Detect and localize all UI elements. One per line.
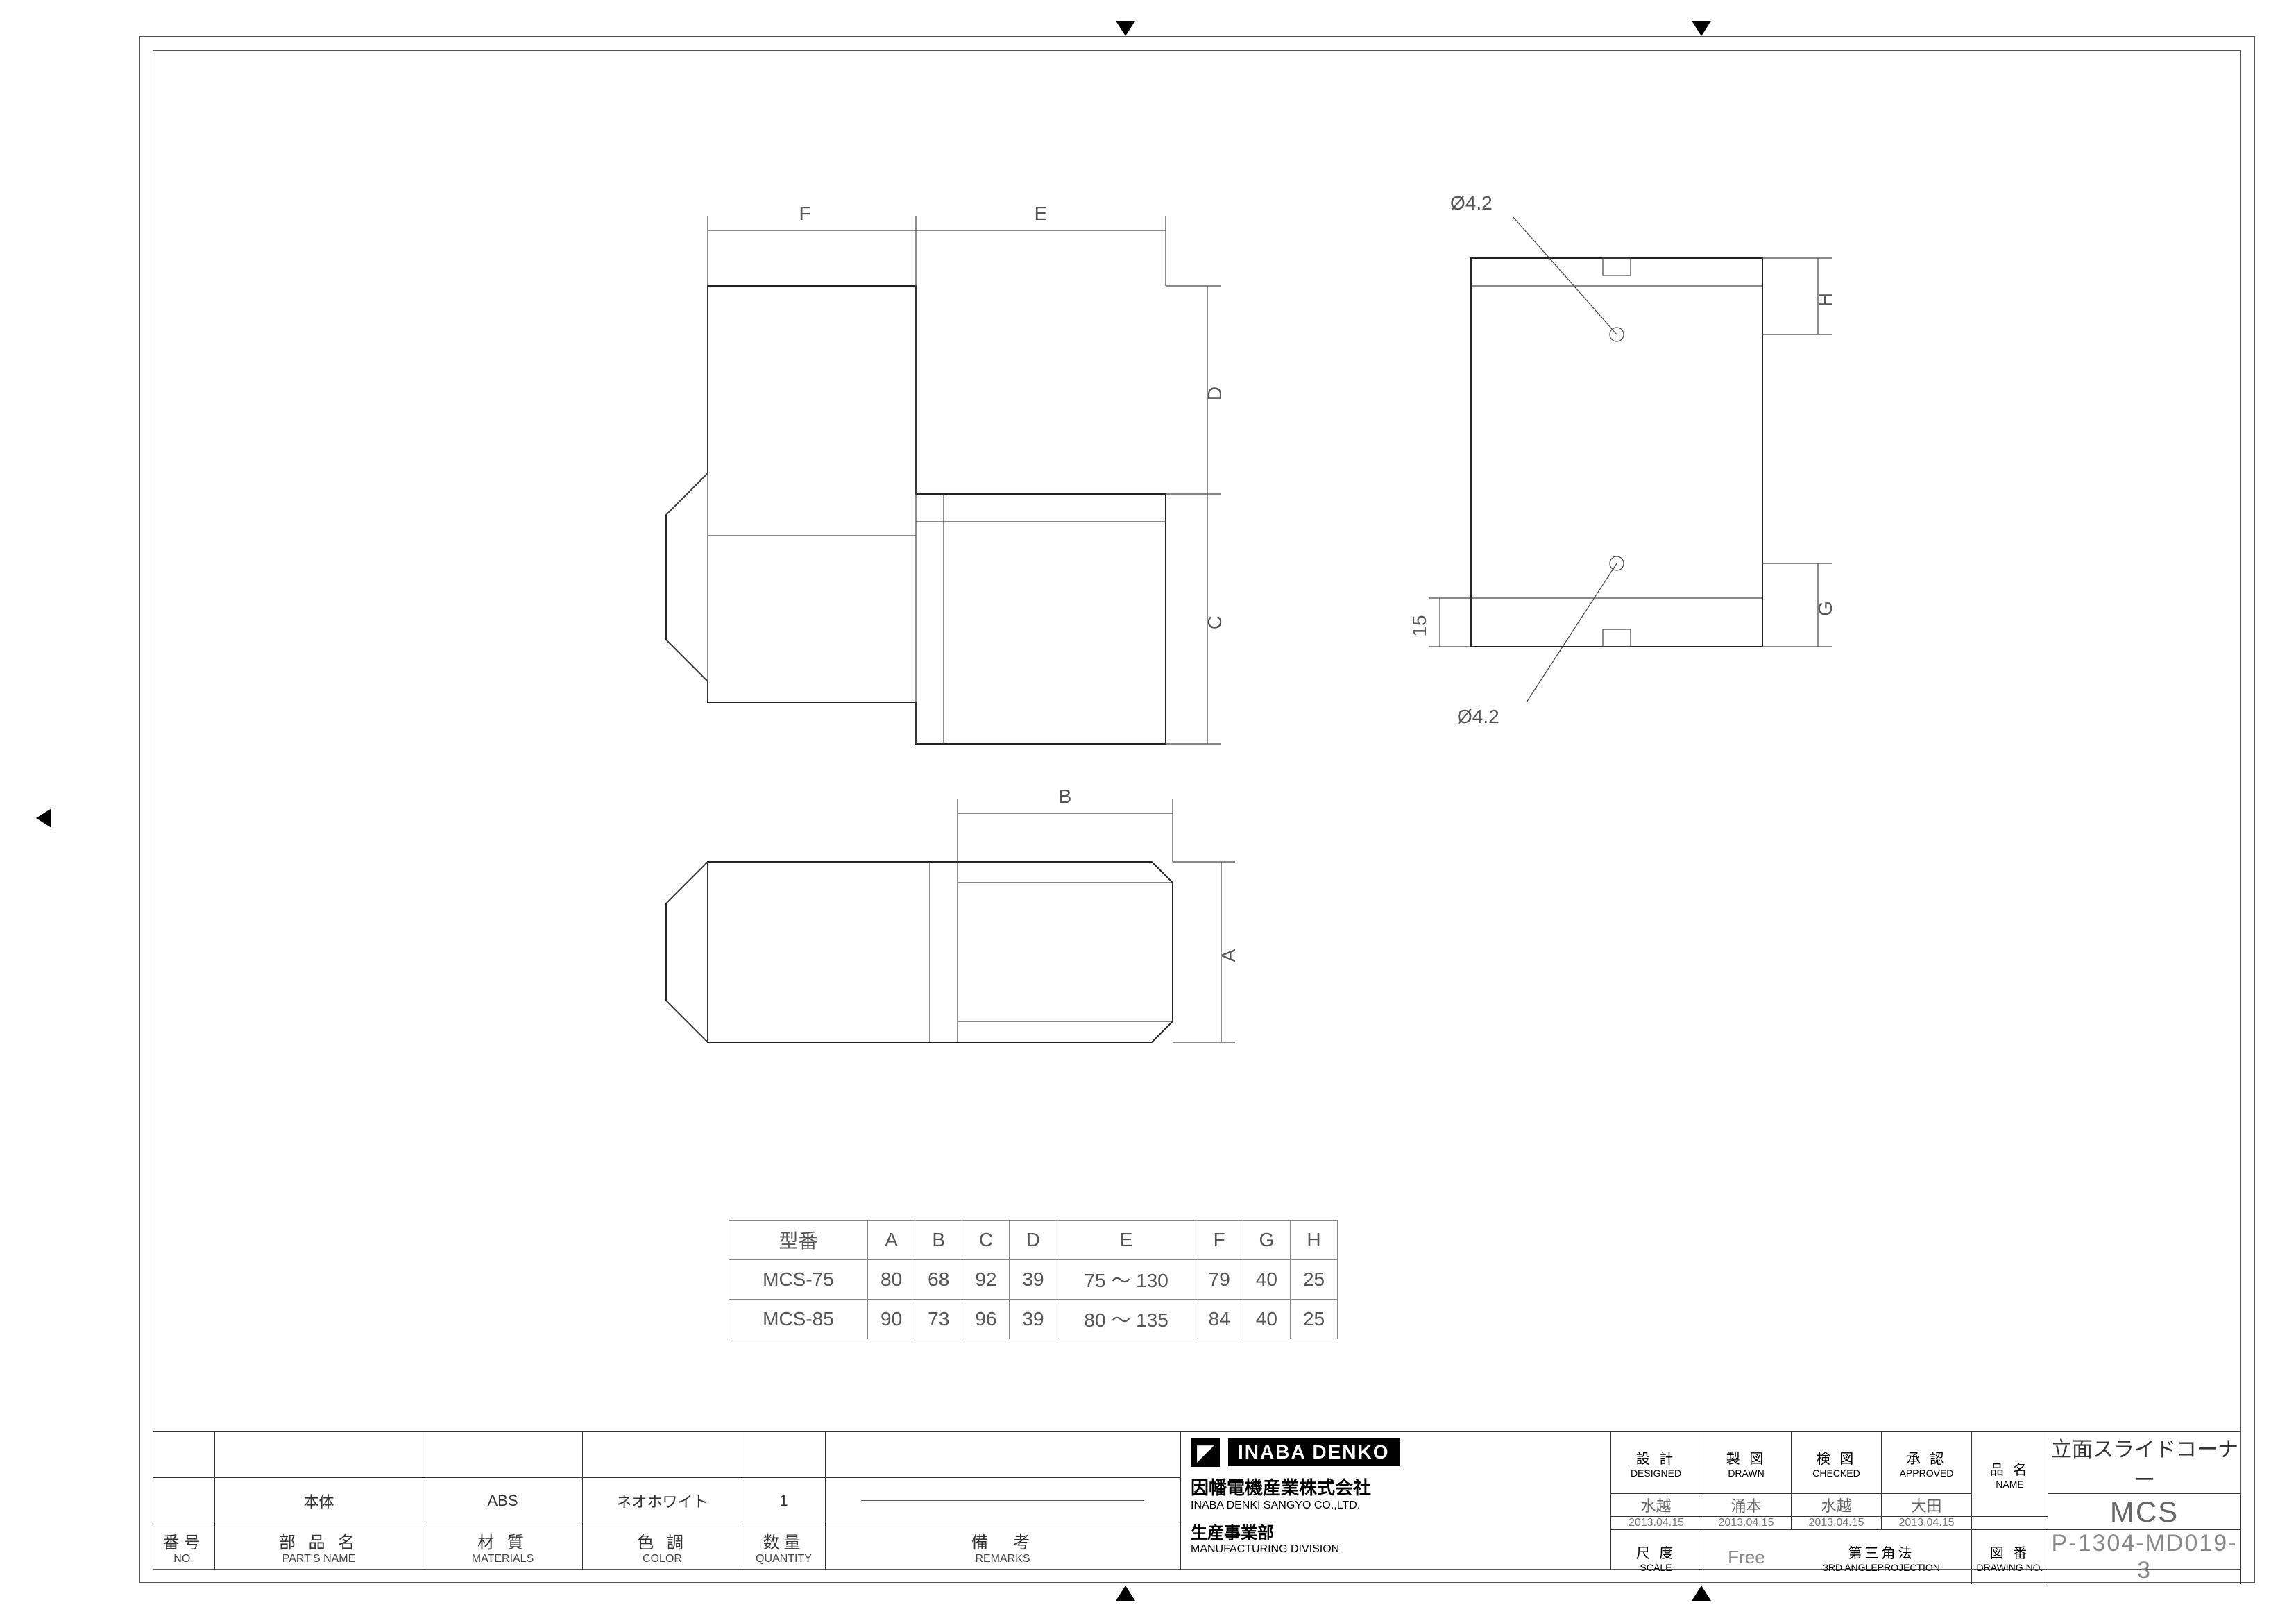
dim-table-h1: A xyxy=(868,1221,915,1260)
dim-table-h5: E xyxy=(1057,1221,1196,1260)
drawing-frame-inner xyxy=(153,50,2241,1570)
parts-header-row: 番号NO. 部 品 名PART'S NAME 材 質MATERIALS 色 調C… xyxy=(153,1524,1180,1570)
dim-table-h2: B xyxy=(915,1221,962,1260)
dimension-table: 型番 A B C D E F G H MCS-75 80 68 92 39 75… xyxy=(729,1220,1338,1339)
approval-block: 設 計DESIGNED 製 図DRAWN 検 図CHECKED 承 認APPRO… xyxy=(1610,1432,2241,1570)
fold-mark-top-1 xyxy=(1116,21,1135,36)
part-remarks xyxy=(826,1478,1180,1523)
title-block: 本体 ABS ネオホワイト 1 番号NO. 部 品 名PART'S NAME 材… xyxy=(153,1431,2241,1570)
parts-list: 本体 ABS ネオホワイト 1 番号NO. 部 品 名PART'S NAME 材… xyxy=(153,1432,1180,1570)
dim-table-h0: 型番 xyxy=(729,1221,868,1260)
company-block: ◤ INABA DENKO 因幡電機産業株式会社 INABA DENKI SAN… xyxy=(1180,1432,1610,1570)
fold-mark-bottom-1 xyxy=(1116,1586,1135,1601)
division-jp: 生産事業部 xyxy=(1191,1519,1600,1543)
drawing-title-jp: 立面スライドコーナー xyxy=(2048,1432,2241,1493)
fold-mark-bottom-2 xyxy=(1692,1586,1711,1601)
dim-table-h4: D xyxy=(1010,1221,1057,1260)
part-color: ネオホワイト xyxy=(583,1478,742,1523)
part-name: 本体 xyxy=(215,1478,423,1523)
company-logo-icon: ◤ xyxy=(1191,1438,1220,1467)
drawing-number: P-1304-MD019-3 xyxy=(2048,1530,2240,1584)
dim-table-h3: C xyxy=(962,1221,1010,1260)
fold-mark-left xyxy=(36,808,51,828)
scale-value: Free xyxy=(1728,1547,1764,1568)
dim-table-row-1: MCS-85 90 73 96 39 80 ～ 135 84 40 25 xyxy=(729,1300,1338,1339)
dim-table-row-0: MCS-75 80 68 92 39 75 ～ 130 79 40 25 xyxy=(729,1260,1338,1300)
dim-table-h7: G xyxy=(1243,1221,1290,1260)
fold-mark-top-2 xyxy=(1692,21,1711,36)
company-name-jp: 因幡電機産業株式会社 xyxy=(1191,1474,1600,1499)
dim-table-h8: H xyxy=(1290,1221,1337,1260)
part-qty: 1 xyxy=(742,1478,826,1523)
part-material: ABS xyxy=(423,1478,583,1523)
company-name-en: INABA DENKI SANGYO CO.,LTD. xyxy=(1191,1499,1600,1512)
parts-row-0: 本体 ABS ネオホワイト 1 xyxy=(153,1478,1180,1524)
division-en: MANUFACTURING DIVISION xyxy=(1191,1543,1600,1556)
dim-table-header-row: 型番 A B C D E F G H xyxy=(729,1221,1338,1260)
company-logo-text: INABA DENKO xyxy=(1228,1438,1400,1466)
model-name: MCS xyxy=(2110,1495,2179,1529)
dim-table-h6: F xyxy=(1196,1221,1243,1260)
